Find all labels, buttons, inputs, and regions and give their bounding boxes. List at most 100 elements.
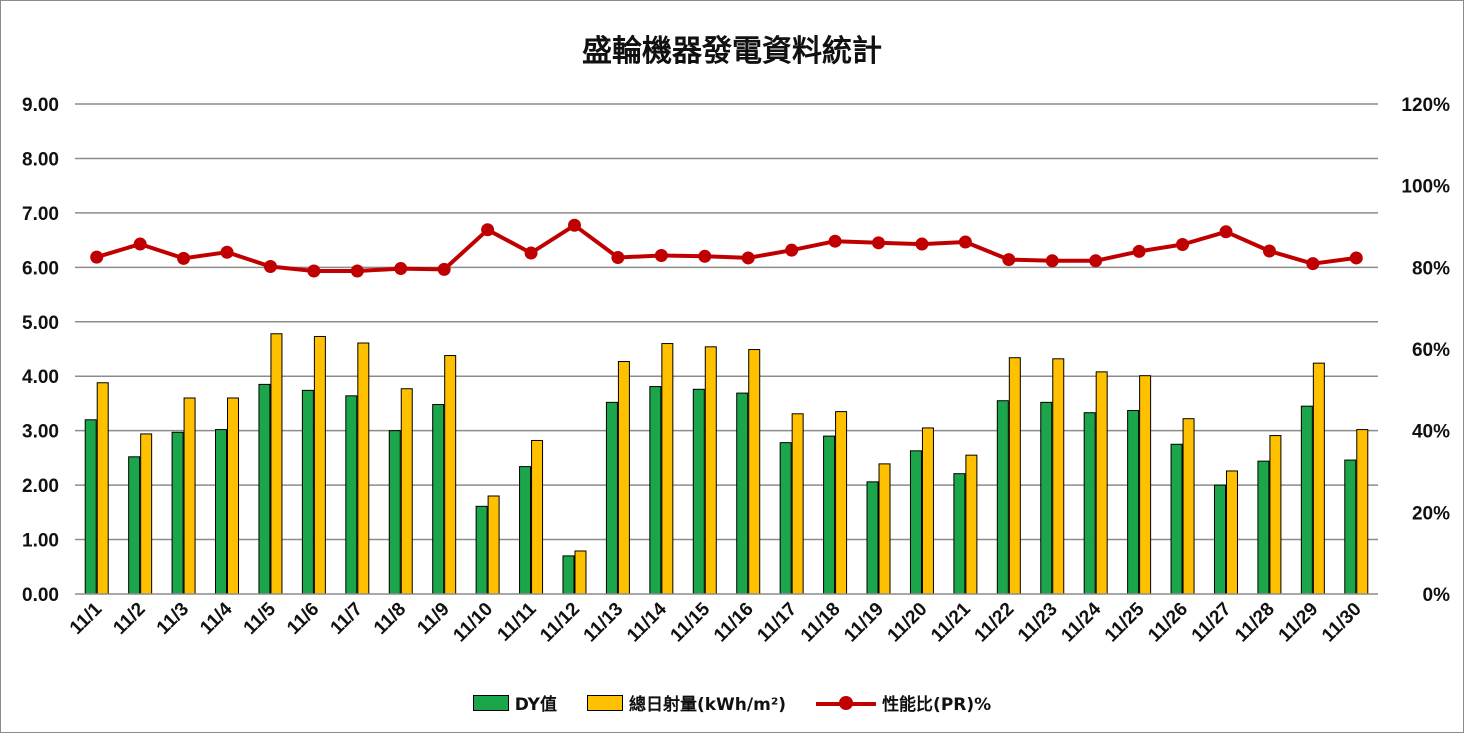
bar-irradiation [748, 349, 761, 595]
bar-irradiation [965, 454, 978, 595]
bar-dy [562, 555, 575, 595]
bar-irradiation [1356, 429, 1369, 595]
bar-irradiation [791, 413, 804, 595]
pr-point [785, 243, 799, 257]
x-tick-label: 11/21 [927, 598, 975, 646]
bar-irradiation [617, 361, 630, 595]
pr-point [654, 248, 668, 262]
bar-dy [301, 389, 314, 595]
bar-dy [215, 429, 228, 595]
y2-tick-label: 20% [1412, 503, 1450, 524]
x-tick-label: 11/30 [1318, 599, 1366, 647]
bar-dy [649, 386, 662, 595]
bar-irradiation [140, 433, 153, 595]
legend-item-pr: 性能比(PR)% [816, 690, 991, 715]
legend-swatch-irradiation [586, 694, 623, 711]
y-tick-label: 0.00 [22, 585, 59, 606]
pr-point [611, 251, 625, 265]
bar-dy [909, 450, 922, 595]
bar-irradiation [1182, 418, 1195, 595]
bar-irradiation [1312, 362, 1325, 595]
bar-irradiation [531, 439, 544, 595]
pr-point [177, 251, 191, 265]
legend-swatch-dy [472, 694, 509, 711]
y2-tick-label: 60% [1412, 340, 1450, 361]
x-tick-label: 11/6 [283, 599, 323, 639]
bar-irradiation [444, 355, 457, 595]
pr-point [915, 237, 929, 251]
pr-point [394, 262, 408, 276]
pr-point [437, 262, 451, 276]
bar-irradiation [183, 397, 196, 595]
bar-irradiation [835, 411, 848, 595]
pr-point [872, 236, 886, 250]
x-tick-label: 11/18 [797, 599, 845, 647]
y2-tick-label: 100% [1401, 177, 1450, 198]
bar-irradiation [400, 388, 413, 595]
bar-irradiation [1008, 357, 1021, 595]
pr-point [1176, 237, 1190, 251]
bar-dy [475, 505, 488, 595]
bar-dy [1170, 443, 1183, 595]
y-tick-label: 3.00 [22, 422, 59, 443]
pr-point [1306, 257, 1320, 271]
pr-point [307, 264, 321, 278]
x-tick-label: 11/25 [1101, 598, 1149, 646]
bar-dy [605, 401, 618, 595]
x-tick-label: 11/27 [1188, 599, 1236, 647]
bar-dy [84, 419, 97, 595]
pr-point [1089, 254, 1103, 268]
bar-dy [823, 435, 836, 595]
y-tick-label: 1.00 [22, 531, 59, 552]
y2-tick-label: 40% [1412, 422, 1450, 443]
bar-dy [519, 466, 532, 595]
x-tick-label: 11/17 [753, 599, 801, 647]
bar-irradiation [487, 495, 500, 595]
pr-point [481, 223, 495, 237]
y-tick-label: 7.00 [22, 204, 59, 225]
y2-tick-label: 120% [1401, 95, 1450, 116]
bar-dy [345, 395, 358, 595]
y-tick-label: 2.00 [22, 476, 59, 497]
x-tick-label: 11/19 [840, 599, 888, 647]
pr-point [1132, 244, 1146, 258]
bar-irradiation [270, 333, 283, 595]
pr-point [741, 251, 755, 265]
x-tick-label: 11/26 [1144, 599, 1192, 647]
bar-dy [779, 442, 792, 595]
bar-dy [258, 383, 271, 595]
x-tick-label: 11/13 [580, 599, 628, 647]
pr-point [698, 249, 712, 263]
x-tick-label: 11/8 [370, 599, 410, 639]
pr-line [96, 223, 1357, 273]
bar-dy [1213, 484, 1226, 595]
bar-irradiation [1269, 435, 1282, 595]
x-tick-label: 11/5 [240, 598, 281, 639]
x-tick-label: 11/2 [109, 599, 149, 639]
pr-point [567, 218, 581, 232]
bar-dy [1127, 410, 1140, 595]
bar-irradiation [704, 346, 717, 595]
pr-point [1262, 244, 1276, 258]
chart-title: 盛輪機器發電資料統計 [582, 34, 882, 69]
x-tick-label: 11/20 [884, 599, 932, 647]
pr-point [133, 237, 147, 251]
bar-irradiation [574, 550, 587, 595]
bar-dy [432, 404, 445, 595]
legend: DY值 總日射量(kWh/m²) 性能比(PR)% [0, 690, 1464, 715]
legend-label-dy: DY值 [514, 695, 557, 715]
bar-irradiation [1139, 375, 1152, 595]
x-tick-label: 11/14 [623, 598, 671, 646]
bar-series [84, 333, 1369, 595]
x-tick-label: 11/10 [449, 599, 497, 647]
x-tick-label: 11/9 [413, 599, 453, 639]
bar-irradiation [921, 427, 934, 595]
line-series [90, 218, 1363, 278]
bar-dy [736, 392, 749, 595]
x-tick-label: 11/1 [66, 598, 107, 639]
bar-dy [388, 430, 401, 595]
y-tick-label: 5.00 [22, 313, 59, 334]
legend-swatch-pr [816, 695, 877, 710]
bar-dy [1300, 405, 1313, 595]
